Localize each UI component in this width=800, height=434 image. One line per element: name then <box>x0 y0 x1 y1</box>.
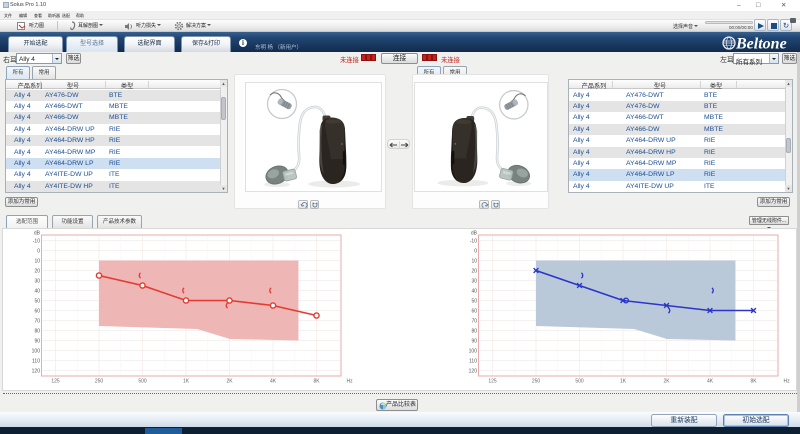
svg-text:90: 90 <box>471 338 477 344</box>
svg-text:80: 80 <box>471 328 477 334</box>
svg-text:70: 70 <box>34 318 40 324</box>
svg-text:80: 80 <box>34 328 40 334</box>
svg-text:dB: dB <box>471 231 478 237</box>
svg-text:0: 0 <box>474 248 477 254</box>
svg-text:125: 125 <box>488 379 497 385</box>
svg-text:-10: -10 <box>470 238 477 244</box>
svg-text:120: 120 <box>469 368 478 374</box>
svg-text:8K: 8K <box>313 379 320 385</box>
svg-text:Beltone: Beltone <box>735 35 787 52</box>
svg-text:0: 0 <box>37 248 40 254</box>
svg-text:500: 500 <box>138 379 147 385</box>
svg-text:30: 30 <box>34 278 40 284</box>
svg-text:-10: -10 <box>33 238 40 244</box>
svg-text:20: 20 <box>471 268 477 274</box>
svg-text:90: 90 <box>34 338 40 344</box>
svg-text:30: 30 <box>471 278 477 284</box>
svg-text:40: 40 <box>34 288 40 294</box>
svg-text:10: 10 <box>471 258 477 264</box>
svg-text:4K: 4K <box>270 379 277 385</box>
svg-text:10: 10 <box>34 258 40 264</box>
svg-text:dB: dB <box>34 231 41 237</box>
svg-text:500: 500 <box>575 379 584 385</box>
svg-text:110: 110 <box>32 358 40 364</box>
svg-text:1K: 1K <box>183 379 190 385</box>
svg-text:2K: 2K <box>226 379 233 385</box>
svg-text:50: 50 <box>34 298 40 304</box>
svg-text:100: 100 <box>469 348 478 354</box>
svg-text:120: 120 <box>32 368 41 374</box>
svg-text:1K: 1K <box>620 379 627 385</box>
svg-text:100: 100 <box>32 348 41 354</box>
svg-text:Hz: Hz <box>784 379 791 385</box>
svg-text:250: 250 <box>95 379 104 385</box>
svg-text:20: 20 <box>34 268 40 274</box>
svg-text:Hz: Hz <box>347 379 354 385</box>
svg-text:60: 60 <box>471 308 477 314</box>
svg-text:70: 70 <box>471 318 477 324</box>
svg-text:8K: 8K <box>750 379 757 385</box>
svg-text:4K: 4K <box>707 379 714 385</box>
svg-text:2K: 2K <box>663 379 670 385</box>
svg-text:125: 125 <box>51 379 60 385</box>
svg-text:110: 110 <box>469 358 477 364</box>
svg-text:50: 50 <box>471 298 477 304</box>
svg-text:250: 250 <box>532 379 541 385</box>
svg-text:60: 60 <box>34 308 40 314</box>
svg-text:40: 40 <box>471 288 477 294</box>
